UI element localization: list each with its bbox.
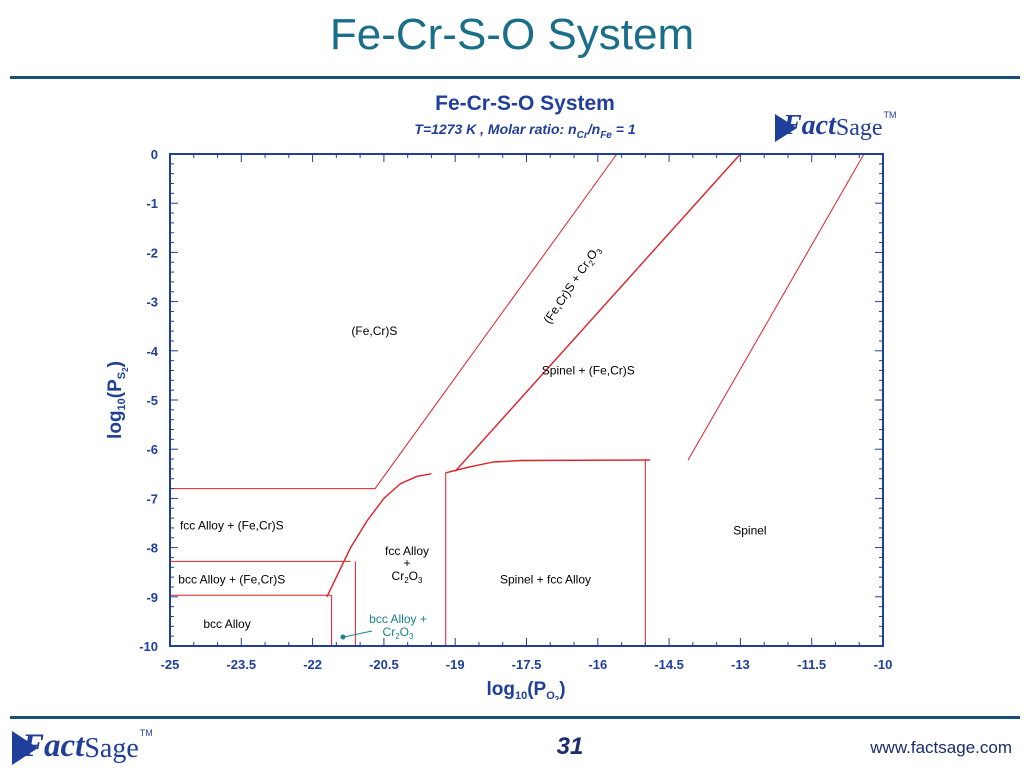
factsage-logo-top: Fact Sage TM [775, 110, 897, 142]
region-fcc-fecrs: fcc Alloy + (Fe,Cr)S [180, 518, 284, 532]
region-bcc-fecrs: bcc Alloy + (Fe,Cr)S [178, 573, 285, 587]
region-spinel: Spinel [733, 523, 766, 537]
svg-text:Cr2O3: Cr2O3 [392, 569, 423, 585]
region-bcc-cr2o3: bcc Alloy + Cr2O3 [369, 612, 427, 641]
y-tick-label: -6 [146, 442, 158, 457]
footer-divider [10, 716, 1020, 719]
region-fecrs: (Fe,Cr)S [351, 324, 397, 338]
svg-text:+: + [403, 556, 410, 570]
svg-text:fcc Alloy: fcc Alloy [385, 544, 429, 558]
x-tick-label: -19 [446, 657, 465, 672]
region-bcc: bcc Alloy [203, 617, 250, 631]
spinel-right-diagonal [687, 153, 865, 461]
y-tick-label: -7 [146, 491, 158, 506]
y-tick-label: 0 [151, 147, 158, 162]
x-tick-label: -10 [874, 657, 893, 672]
x-tick-label: -25 [161, 657, 180, 672]
x-tick-label: -14.5 [654, 657, 684, 672]
spinel-shoulder-curve [445, 459, 651, 474]
region-spinel-fcc: Spinel + fcc Alloy [500, 573, 591, 587]
bcc-cr2o3-marker [340, 634, 346, 640]
plot-subtitle: T=1273 K , Molar ratio: nCr/nFe = 1 [414, 121, 636, 141]
plot-title: Fe-Cr-S-O System [435, 92, 615, 115]
spinel-fecrs-diagonal [454, 153, 741, 472]
fe-cr-s-left-diagonal [373, 153, 618, 490]
y-tick-label: -4 [146, 344, 158, 359]
x-tick-label: -11.5 [797, 657, 826, 672]
factsage-logo-footer: Fact Sage TM [12, 728, 153, 765]
bcc-cr2o3-leader [343, 630, 373, 638]
y-tick-label: -8 [146, 541, 158, 556]
x-tick-label: -13 [731, 657, 750, 672]
x-tick-label: -22 [303, 657, 322, 672]
y-tick-label: -10 [139, 639, 158, 654]
x-tick-label: -17.5 [512, 657, 542, 672]
slide-title: Fe-Cr-S-O System [329, 10, 695, 59]
y-tick-label: -2 [146, 245, 158, 260]
x-axis-label: log10(PO2) [486, 679, 565, 700]
y-tick-label: -5 [146, 393, 158, 408]
title-divider [10, 76, 1020, 79]
svg-text:bcc Alloy +: bcc Alloy + [369, 612, 427, 626]
y-tick-label: -9 [146, 590, 158, 605]
page-number: 31 [556, 733, 584, 760]
x-tick-label: -16 [588, 657, 607, 672]
svg-text:Cr2O3: Cr2O3 [383, 625, 414, 641]
x-tick-label: -20.5 [369, 657, 399, 672]
phase-diagram: -25 -23.5 -22 -20.5 -19 -17.5 -16 -14.5 -13 -11.5… [105, 147, 893, 700]
y-tick-label: -3 [146, 295, 158, 310]
y-axis-label: log10(PS2) [105, 361, 130, 439]
fcc-cr2o3-curve [326, 473, 432, 598]
y-tick-label: -1 [146, 196, 158, 211]
region-spinel-fecrs: Spinel + (Fe,Cr)S [542, 363, 635, 377]
region-fcc-cr2o3: fcc Alloy + Cr2O3 [385, 544, 429, 585]
logo-arrow-icon [12, 731, 38, 765]
logo-arrow-icon [775, 114, 797, 142]
website-link[interactable]: www.factsage.com [870, 738, 1012, 757]
x-tick-label: -23.5 [226, 657, 256, 672]
